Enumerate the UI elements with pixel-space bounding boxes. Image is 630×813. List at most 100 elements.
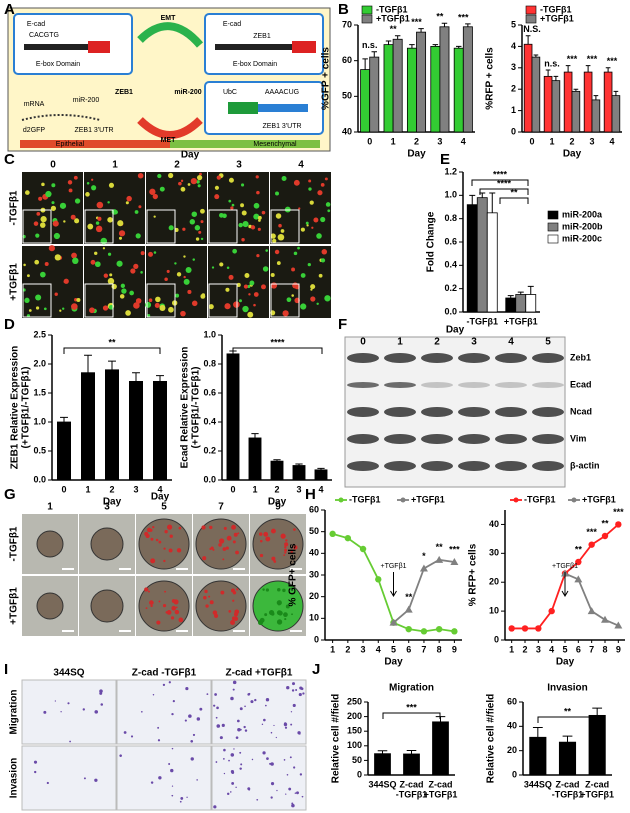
cell — [166, 269, 170, 273]
cell — [232, 591, 237, 595]
micrograph — [116, 745, 212, 811]
cell — [247, 311, 254, 318]
cell — [109, 273, 113, 277]
diagram-label: ZEB1 — [253, 33, 271, 40]
cell — [219, 212, 224, 218]
y-tick-label: 60 — [507, 696, 517, 706]
x-tick-label: 0 — [529, 136, 534, 146]
error-bar — [613, 90, 619, 96]
blot-band — [347, 434, 379, 444]
x-tick-label: 8 — [602, 644, 607, 654]
cell — [23, 263, 26, 267]
cell — [228, 759, 230, 762]
error-bar — [545, 69, 551, 77]
y-tick-label: 4 — [511, 41, 516, 51]
cell — [54, 700, 56, 702]
cell — [213, 805, 217, 809]
cell — [148, 298, 153, 303]
cell — [259, 532, 263, 536]
y-axis-label: %RFP + cells — [485, 47, 496, 110]
point — [389, 618, 398, 626]
blot-band — [384, 461, 416, 471]
legend-swatch — [361, 5, 373, 15]
cell — [277, 610, 283, 616]
y-tick-label: 30 — [489, 548, 499, 558]
cell — [290, 723, 293, 726]
cell — [135, 233, 141, 239]
cell — [271, 528, 276, 534]
cell — [180, 186, 186, 192]
cell — [144, 531, 149, 536]
bar — [523, 43, 533, 133]
cell — [261, 210, 266, 215]
bar — [529, 736, 547, 776]
arrow — [561, 572, 569, 597]
cell — [256, 253, 260, 258]
cell — [200, 220, 204, 224]
x-tick-label: +TGFβ1 — [424, 789, 458, 799]
legend-swatch — [547, 222, 559, 232]
error-bar — [585, 65, 591, 73]
cell — [251, 758, 254, 761]
error-bar — [377, 750, 388, 754]
cell — [258, 219, 261, 222]
legend-label: -TGFβ1 — [349, 494, 381, 504]
panel-label: E — [440, 151, 450, 168]
bar — [476, 197, 488, 313]
cell — [226, 535, 232, 541]
cell — [320, 216, 326, 223]
lane-label: 5 — [545, 337, 551, 348]
cell — [174, 609, 180, 615]
error-bar — [406, 749, 417, 754]
legend-label: -TGFβ1 — [376, 4, 408, 14]
point — [588, 541, 595, 548]
cell — [284, 618, 287, 621]
cell — [250, 225, 256, 230]
column-label: 3 — [104, 502, 110, 513]
cell — [130, 735, 134, 738]
cell — [108, 182, 115, 188]
cell — [171, 605, 177, 611]
cell — [233, 532, 238, 537]
cell — [119, 754, 122, 757]
series-line — [564, 572, 619, 627]
cell — [201, 293, 206, 297]
cell — [133, 302, 140, 309]
cell — [284, 726, 288, 729]
cell — [185, 267, 192, 274]
cell — [324, 177, 328, 181]
cell — [183, 275, 186, 279]
cell — [263, 531, 269, 537]
x-tick-label: 3 — [361, 644, 366, 654]
inset — [270, 209, 300, 244]
lane-label: 0 — [360, 337, 366, 348]
cell — [195, 237, 200, 241]
blot-band — [458, 434, 490, 444]
y-axis-label: % RFP+ cells — [468, 543, 479, 606]
cell — [222, 758, 225, 760]
column-label: Z-cad -TGFβ1 — [132, 668, 197, 679]
point — [329, 530, 336, 538]
x-tick-label: 7 — [421, 644, 426, 654]
cell — [282, 588, 286, 593]
x-axis-label: Day — [268, 497, 287, 508]
y-tick-label: 1.0 — [203, 329, 216, 339]
diagram-label: Epithelial — [56, 141, 85, 148]
blot-band — [384, 407, 416, 417]
cell — [324, 295, 331, 302]
cell — [283, 554, 286, 557]
cell — [174, 227, 179, 232]
cell — [155, 538, 159, 542]
cell — [210, 546, 214, 550]
cell — [259, 617, 265, 623]
cell — [119, 294, 125, 299]
x-tick-label: Z-cad — [399, 779, 423, 789]
blot-band — [458, 461, 490, 471]
cell — [320, 182, 325, 187]
cell — [117, 220, 124, 227]
x-tick-label: 8 — [437, 644, 442, 654]
significance: ** — [436, 12, 444, 22]
y-axis-label: (+TGFβ1/-TGFβ1) — [191, 367, 202, 449]
dna-strand — [24, 44, 104, 50]
cell — [298, 207, 301, 210]
